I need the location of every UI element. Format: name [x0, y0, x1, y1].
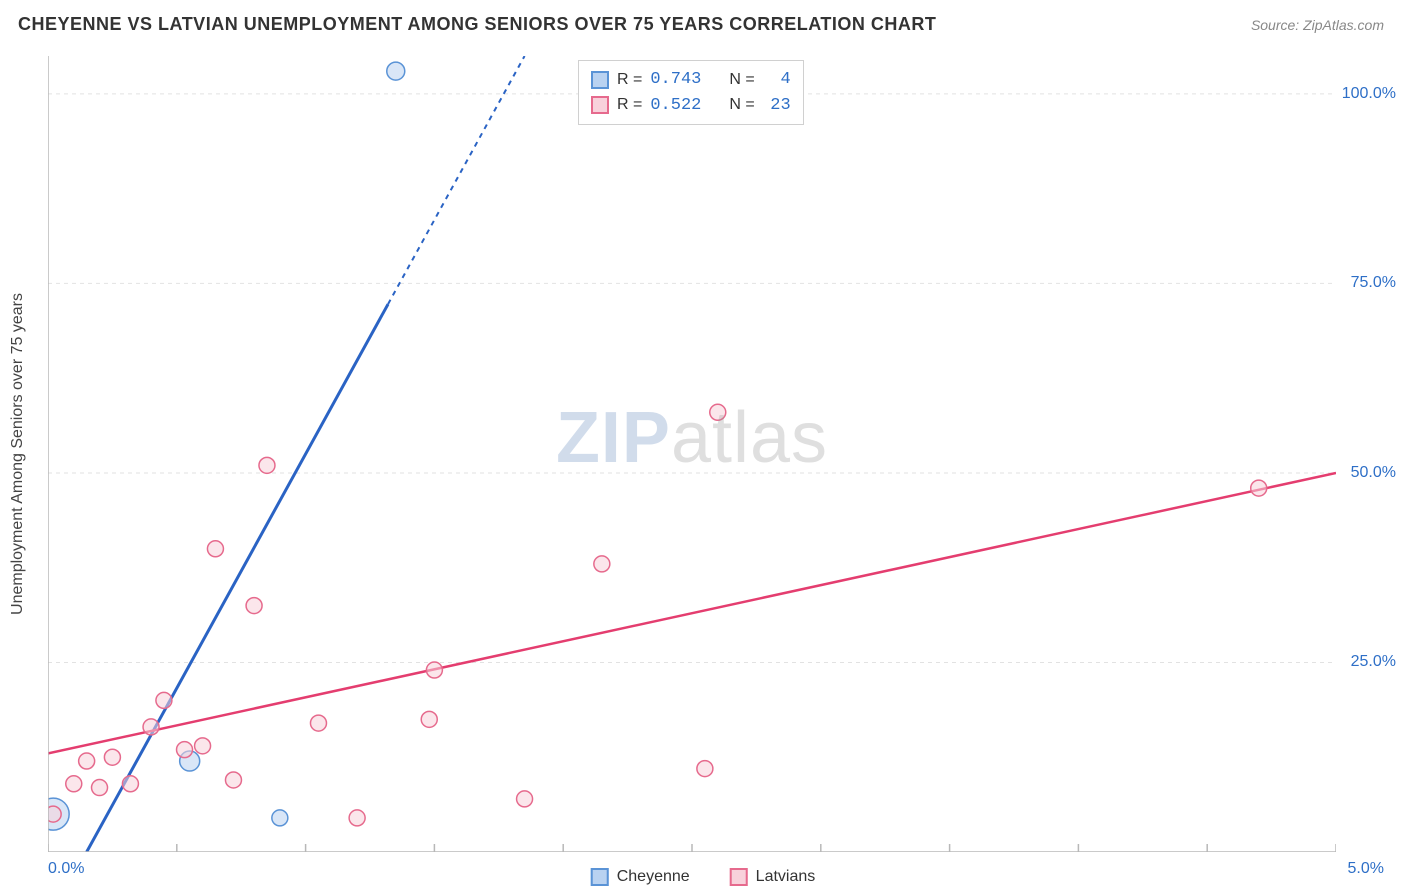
scatter-plot-svg [48, 56, 1336, 852]
x-tick-right: 5.0% [1348, 860, 1384, 878]
legend-n-label: N = [729, 93, 754, 117]
y-tick-label: 75.0% [1351, 274, 1396, 292]
legend-r-value: 0.522 [650, 93, 701, 119]
legend-n-value: 4 [763, 67, 791, 93]
y-tick-label: 25.0% [1351, 653, 1396, 671]
legend-n-label: N = [729, 68, 754, 92]
legend-r-value: 0.743 [650, 67, 701, 93]
series-legend-latvians: Latvians [730, 868, 816, 886]
series-legend: Cheyenne Latvians [591, 868, 816, 886]
y-tick-label: 100.0% [1342, 85, 1396, 103]
legend-n-value: 23 [763, 93, 791, 119]
series-label: Cheyenne [617, 868, 690, 886]
chart-area: Unemployment Among Seniors over 75 years… [48, 56, 1336, 852]
series-label: Latvians [756, 868, 816, 886]
legend-row-latvians: R = 0.522 N = 23 [591, 93, 791, 119]
legend-swatch-cheyenne [591, 71, 609, 89]
series-swatch-latvians [730, 868, 748, 886]
chart-source: Source: ZipAtlas.com [1251, 17, 1384, 33]
legend-r-label: R = [617, 68, 642, 92]
legend-swatch-latvians [591, 96, 609, 114]
chart-title: CHEYENNE VS LATVIAN UNEMPLOYMENT AMONG S… [18, 14, 936, 35]
y-axis-label: Unemployment Among Seniors over 75 years [9, 293, 27, 615]
y-tick-label: 50.0% [1351, 464, 1396, 482]
x-tick-left: 0.0% [48, 860, 84, 878]
legend-row-cheyenne: R = 0.743 N = 4 [591, 67, 791, 93]
correlation-legend: R = 0.743 N = 4 R = 0.522 N = 23 [578, 60, 804, 125]
series-legend-cheyenne: Cheyenne [591, 868, 690, 886]
chart-header: CHEYENNE VS LATVIAN UNEMPLOYMENT AMONG S… [0, 0, 1406, 45]
legend-r-label: R = [617, 93, 642, 117]
series-swatch-cheyenne [591, 868, 609, 886]
